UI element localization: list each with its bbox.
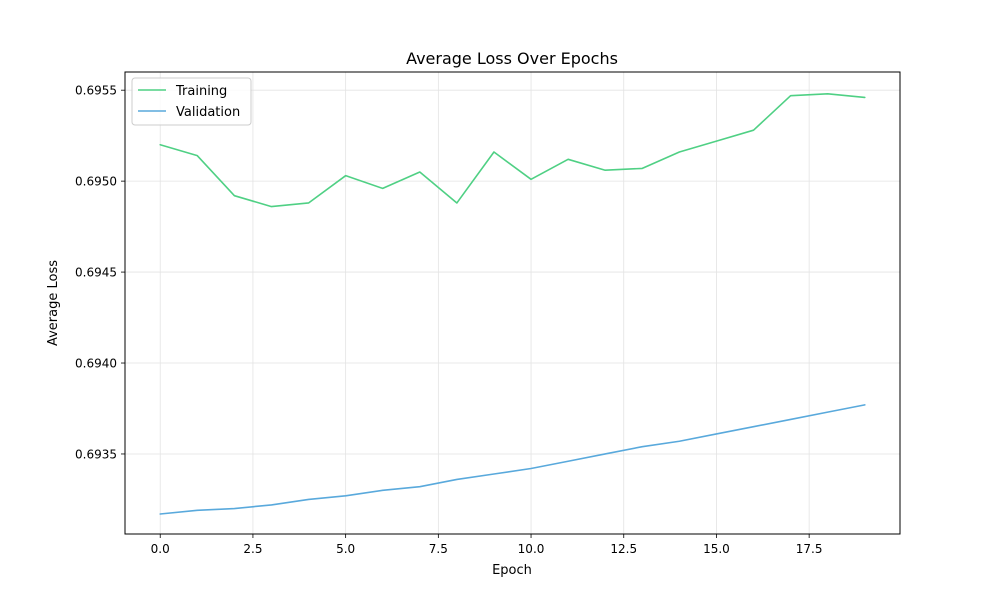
- x-axis-label: Epoch: [492, 563, 532, 578]
- y-tick-label: 0.6940: [75, 357, 117, 371]
- x-tick-label: 5.0: [336, 542, 355, 556]
- series-lines: [159, 93, 866, 515]
- legend-label-validation: Validation: [176, 105, 240, 120]
- plot-area-frame: [124, 71, 901, 535]
- grid-lines: [125, 72, 900, 534]
- y-tick-label: 0.6950: [75, 175, 117, 189]
- x-tick-label: 7.5: [429, 542, 448, 556]
- x-tick-label: 15.0: [703, 542, 730, 556]
- y-tick-label: 0.6935: [75, 447, 117, 461]
- series-line-validation: [159, 404, 866, 515]
- x-tick-label: 10.0: [518, 542, 545, 556]
- x-tick-label: 17.5: [796, 542, 823, 556]
- axis-ticks: 0.0 2.5 5.0 7.5 10.0 12.5 15.0 17.5 0.6935 0.6940…: [75, 84, 823, 556]
- legend-label-training: Training: [175, 84, 227, 99]
- x-tick-label: 0.0: [151, 542, 170, 556]
- series-line-training: [159, 93, 866, 208]
- chart-title: Average Loss Over Epochs: [406, 49, 618, 68]
- y-axis-label: Average Loss: [46, 260, 61, 346]
- legend: Training Validation: [131, 77, 252, 126]
- x-tick-label: 2.5: [243, 542, 262, 556]
- y-tick-label: 0.6955: [75, 84, 117, 98]
- x-tick-label: 12.5: [610, 542, 637, 556]
- y-tick-label: 0.6945: [75, 266, 117, 280]
